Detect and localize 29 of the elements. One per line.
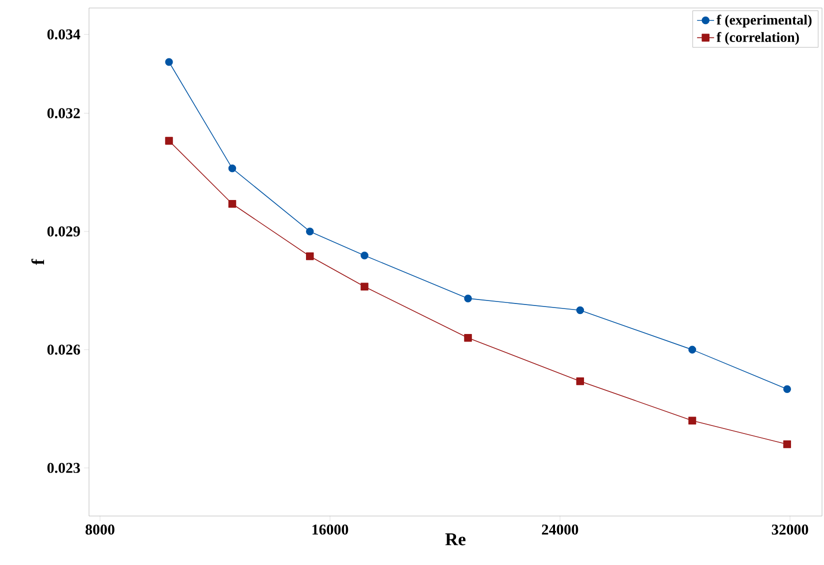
x-tick-label: 8000 — [86, 524, 114, 535]
point — [165, 58, 173, 66]
legend-label: f (experimental) — [716, 14, 812, 28]
point — [228, 164, 236, 172]
point — [360, 252, 368, 260]
x-tick-label: 24000 — [542, 524, 578, 535]
y-tick-label: 0.023 — [47, 462, 80, 473]
x-tick-label: 32000 — [772, 524, 808, 535]
y-axis-title: f — [31, 258, 44, 265]
point — [165, 136, 173, 145]
point — [783, 385, 792, 393]
point — [464, 334, 472, 342]
point — [576, 306, 584, 314]
point — [688, 416, 696, 425]
x-tick-label: 16000 — [312, 524, 348, 535]
point — [360, 282, 368, 291]
y-tick-label: 0.032 — [47, 108, 80, 118]
point — [688, 346, 696, 354]
point — [306, 252, 314, 260]
point — [576, 377, 584, 386]
y-tick-label: 0.029 — [47, 226, 80, 237]
point — [228, 200, 236, 208]
x-axis-title: Re — [445, 533, 466, 546]
legend-label: f (correlation) — [716, 32, 799, 45]
point — [306, 228, 314, 236]
y-tick-label: 0.034 — [47, 29, 80, 40]
y-tick-label: 0.026 — [47, 344, 80, 355]
point — [783, 440, 792, 448]
point — [464, 294, 472, 302]
